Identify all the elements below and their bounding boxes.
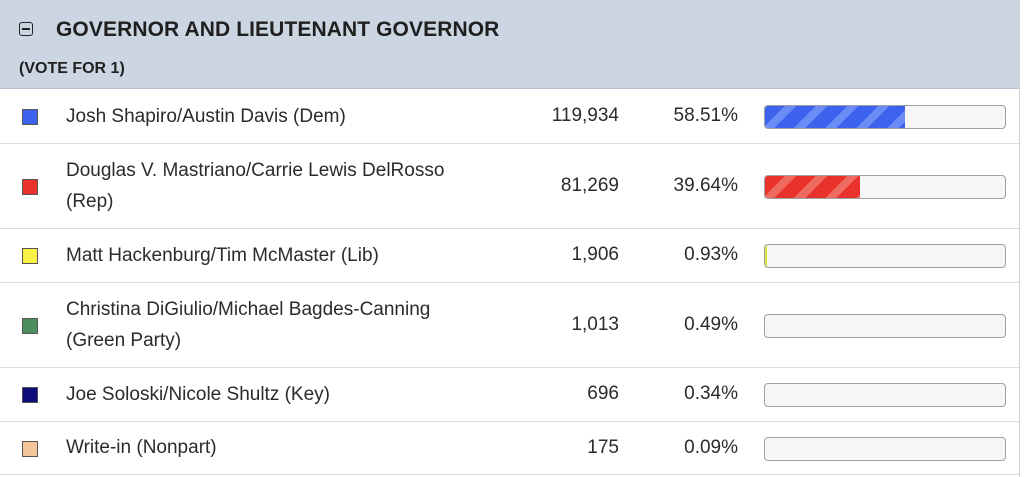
candidate-name: Douglas V. Mastriano/Carrie Lewis DelRos… [66,160,445,212]
party-color-swatch [22,248,38,264]
party-color-swatch [22,108,38,125]
party-color-swatch [22,178,38,195]
vote-count: 1,906 [571,244,619,265]
vote-share-bar [764,244,1006,268]
vote-percentage: 0.09% [684,436,738,458]
vote-share-bar [764,383,1006,407]
party-color-swatch [22,440,38,457]
candidate-name: Joe Soloski/Nicole Shultz (Key) [66,384,330,405]
vote-count: 696 [587,383,619,404]
vote-percentage: 0.49% [684,313,738,335]
vote-count: 175 [587,436,619,458]
candidate-name: Matt Hackenburg/Tim McMaster (Lib) [66,245,379,266]
party-color-swatch [22,317,38,334]
candidate-row: Matt Hackenburg/Tim McMaster (Lib) 1,906 0… [0,229,1019,283]
collapse-icon[interactable] [19,22,33,36]
candidate-row: Joe Soloski/Nicole Shultz (Key) 696 0.34% [0,368,1019,422]
vote-share-bar [764,313,1006,338]
candidate-row: Josh Shapiro/Austin Davis (Dem) 119,934 58… [0,89,1019,144]
candidate-name: Write-in (Nonpart) [66,437,217,458]
vote-share-bar [764,436,1006,461]
vote-percentage: 39.64% [673,174,738,196]
candidate-name: Christina DiGiulio/Michael Bagdes-Cannin… [66,299,431,351]
vote-count: 119,934 [551,104,619,126]
vote-share-bar [764,174,1006,199]
vote-share-fill [765,105,906,128]
vote-percentage: 0.34% [684,383,738,404]
vote-share-fill [765,245,768,267]
party-color-swatch [22,387,38,403]
vote-percentage: 0.93% [684,244,738,265]
vote-percentage: 58.51% [673,104,738,126]
vote-share-bar [764,104,1006,129]
candidate-row: Write-in (Nonpart) 175 0.09% [0,422,1019,475]
vote-count: 81,269 [560,174,619,196]
vote-share-fill [765,175,861,198]
candidate-row: Christina DiGiulio/Michael Bagdes-Cannin… [0,283,1019,368]
contest-subtitle: (VOTE FOR 1) [19,60,125,77]
candidate-row: Douglas V. Mastriano/Carrie Lewis DelRos… [0,144,1019,229]
vote-count: 1,013 [571,313,619,335]
candidate-name: Josh Shapiro/Austin Davis (Dem) [66,106,346,127]
contest-title: GOVERNOR AND LIEUTENANT GOVERNOR [56,18,500,41]
contest-header: GOVERNOR AND LIEUTENANT GOVERNOR (VOTE F… [0,0,1019,89]
